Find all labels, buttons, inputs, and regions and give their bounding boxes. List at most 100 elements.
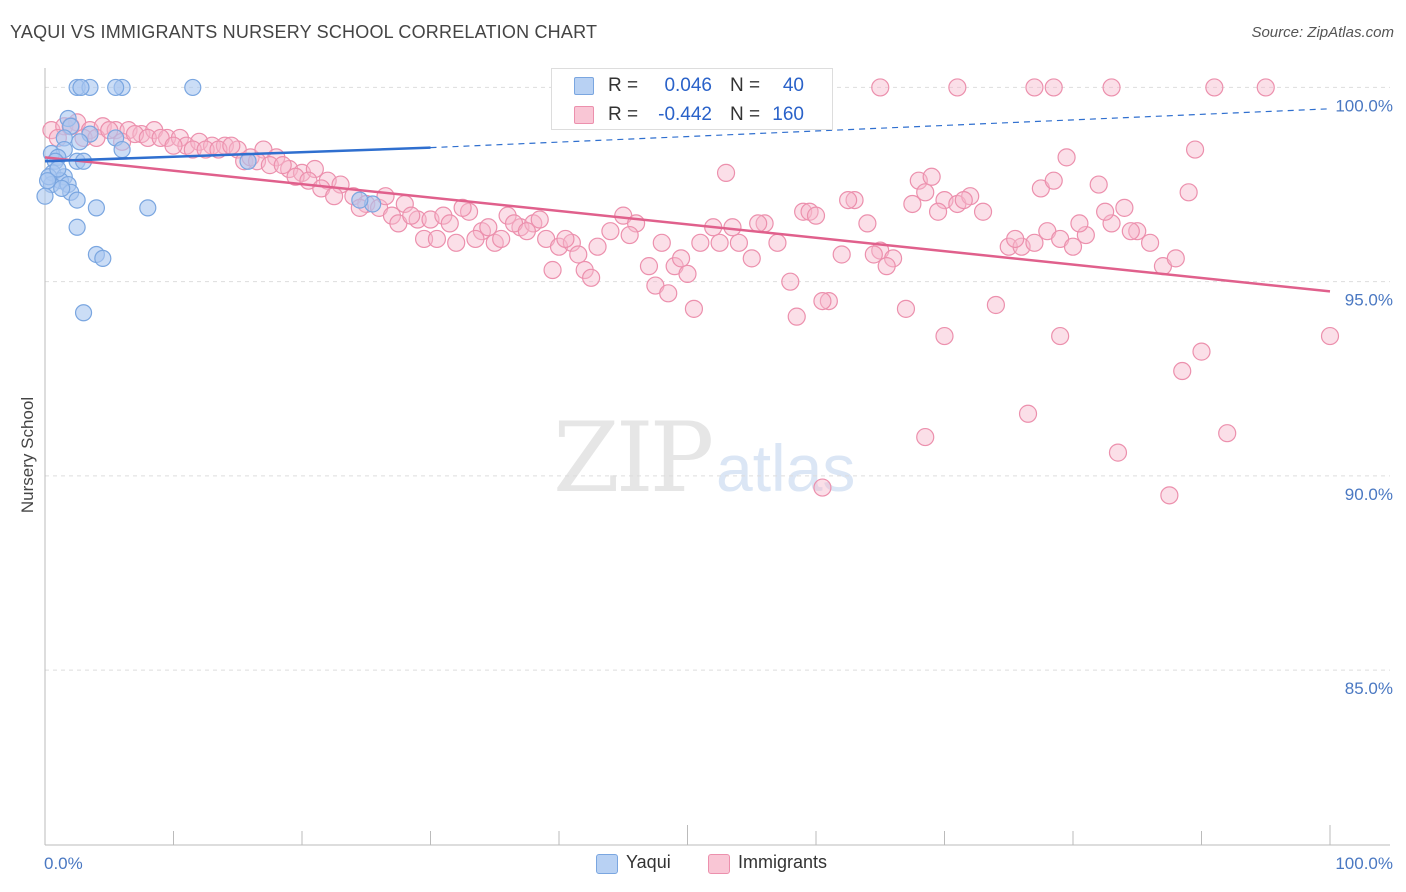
correlation-legend: R = 0.046 N = 40 R = -0.442 N = 160	[551, 68, 833, 130]
yaqui-point	[53, 179, 71, 198]
yaqui-point	[113, 140, 131, 159]
immigrants-point	[928, 202, 948, 221]
immigrants-point	[325, 187, 344, 206]
immigrants-point	[819, 292, 838, 311]
legend-row-immigrants: R = -0.442 N = 160	[552, 99, 832, 129]
immigrants-point	[138, 128, 157, 148]
yaqui-point	[107, 78, 125, 97]
immigrants-point	[273, 156, 292, 175]
immigrants-point	[684, 299, 704, 318]
immigrants-point	[652, 233, 671, 252]
immigrants-point	[1160, 486, 1179, 505]
yaqui-point	[74, 304, 93, 322]
chart-title: YAQUI VS IMMIGRANTS NURSERY SCHOOL CORRE…	[10, 22, 598, 42]
immigrants-point	[453, 198, 472, 217]
watermark-atlas: atlas	[716, 431, 856, 505]
immigrants-point	[742, 249, 761, 268]
immigrants-point	[569, 245, 588, 264]
immigrants-point	[601, 222, 620, 241]
yaqui-legend-label: Yaqui	[626, 852, 671, 872]
immigrants-point	[858, 214, 877, 233]
immigrants-point	[1205, 78, 1224, 97]
immigrants-point	[1115, 198, 1134, 217]
immigrants-point	[729, 233, 749, 252]
immigrants-point	[1025, 78, 1044, 97]
immigrants-point	[832, 245, 851, 264]
immigrants-point	[196, 140, 215, 159]
immigrants-point	[1121, 222, 1140, 241]
immigrants-point	[466, 229, 485, 249]
yaqui-point	[38, 172, 57, 190]
immigrants-point	[781, 272, 800, 291]
immigrants-point	[935, 326, 954, 346]
immigrants-point	[1044, 171, 1063, 190]
immigrants-legend-label: Immigrants	[738, 852, 828, 872]
immigrants-point	[1166, 249, 1185, 268]
immigrants-point	[806, 206, 826, 225]
immigrants-point	[1018, 404, 1038, 423]
immigrants-point	[787, 307, 806, 326]
immigrants-point	[749, 214, 768, 233]
immigrants-point	[678, 264, 697, 284]
legend-r-value: 0.046	[664, 75, 712, 96]
yaqui-point	[139, 199, 157, 217]
immigrants-point	[260, 156, 279, 175]
legend-r-label: R =	[608, 75, 639, 96]
immigrants-point	[588, 237, 607, 256]
immigrants-point	[1192, 342, 1211, 361]
immigrants-point	[492, 229, 511, 249]
immigrants-trend-line	[44, 156, 1331, 293]
immigrants-point	[164, 136, 183, 155]
immigrants-point	[1063, 237, 1083, 256]
immigrants-point	[671, 249, 691, 268]
yaqui-point	[36, 187, 54, 205]
immigrants-point	[839, 190, 858, 210]
immigrants-point	[1185, 140, 1205, 159]
yaqui-point	[72, 78, 90, 97]
immigrants-point	[813, 478, 832, 497]
immigrants-point	[517, 222, 536, 241]
yaqui-point	[239, 152, 257, 170]
immigrants-point	[922, 167, 941, 186]
immigrants-point	[402, 206, 421, 225]
immigrants-point	[877, 257, 896, 276]
immigrants-point	[896, 299, 916, 318]
immigrants-point	[768, 233, 787, 252]
immigrants-point	[1179, 183, 1198, 202]
immigrants-point	[954, 190, 973, 210]
legend-r-value: -0.442	[658, 104, 712, 125]
immigrants-point	[1006, 229, 1025, 249]
immigrants-point	[871, 78, 890, 97]
immigrants-point	[582, 268, 601, 287]
immigrants-point	[691, 233, 710, 252]
immigrants-point	[427, 229, 447, 249]
yaqui-trend-extension	[430, 108, 1331, 149]
immigrants-point	[1128, 222, 1147, 241]
immigrants-point	[986, 295, 1006, 315]
immigrants-point	[1025, 233, 1044, 252]
immigrants-point	[639, 257, 659, 276]
legend-n-label: N =	[730, 104, 761, 125]
immigrants-point	[183, 140, 202, 159]
legend-n-value: 40	[782, 75, 804, 96]
immigrants-point	[1102, 78, 1121, 97]
immigrants-point	[845, 190, 864, 210]
immigrants-point	[948, 78, 967, 97]
immigrants-point	[1070, 214, 1089, 233]
immigrants-point	[1140, 233, 1160, 252]
yaqui-point	[184, 78, 202, 97]
immigrants-point	[716, 163, 736, 182]
yaqui-point	[94, 249, 112, 267]
immigrants-point	[1108, 443, 1128, 462]
immigrants-point	[222, 136, 241, 155]
y-tick-label: 90.0%	[1345, 485, 1393, 504]
yaqui-point	[68, 191, 86, 209]
legend-r-label: R =	[608, 104, 639, 125]
immigrants-point	[1076, 225, 1095, 245]
immigrants-point	[710, 233, 729, 252]
yaqui-point	[71, 133, 89, 151]
immigrants-point	[414, 229, 434, 249]
immigrants-point	[556, 229, 575, 249]
immigrants-point	[1320, 326, 1340, 346]
